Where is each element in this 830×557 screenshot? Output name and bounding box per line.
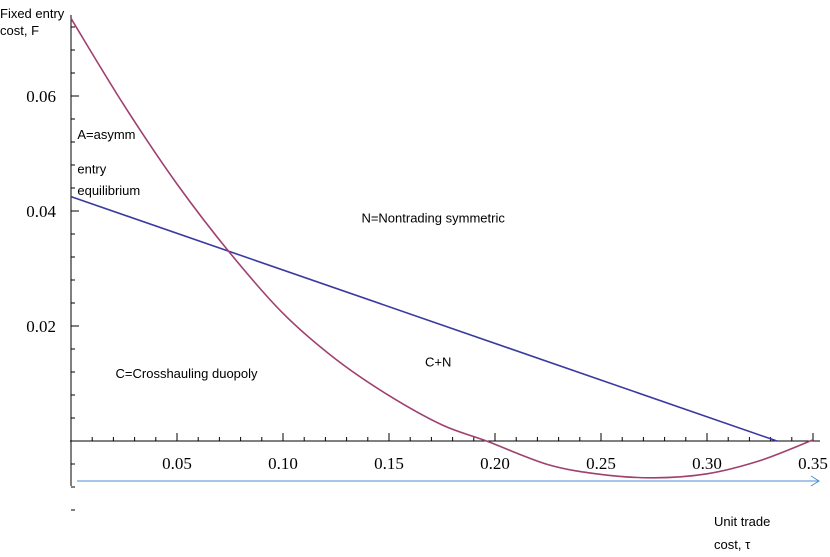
- series-curve: [70, 17, 814, 479]
- region-labels: A=asymm entry equilibrium N=Nontrading symm…: [77, 127, 505, 381]
- x-tick-label: 0.25: [586, 454, 616, 473]
- region-label: C=Crosshauling duopoly: [116, 366, 259, 381]
- region-label: N=Nontrading symmetric: [361, 211, 505, 226]
- region-label: equilibrium: [77, 183, 140, 198]
- y-tick-label: 0.06: [26, 87, 56, 106]
- tau-arrow-head: [810, 475, 820, 487]
- y-tick-label: 0.02: [26, 317, 56, 336]
- x-axis-ticks: 0.05 0.10 0.15 0.20 0.25 0.30 0.35: [91, 433, 828, 473]
- x-axis-label-line-1: Unit trade: [714, 514, 770, 529]
- tau-arrow: [77, 475, 820, 487]
- region-label: entry: [77, 162, 106, 177]
- y-tick-label: 0.04: [26, 202, 56, 221]
- y-axis-label-line-2: cost, F: [0, 23, 39, 38]
- y-axis: 0.02 0.04 0.06: [26, 15, 79, 511]
- x-tick-label: 0.10: [268, 454, 298, 473]
- region-label: C+N: [425, 354, 451, 369]
- y-axis-label-line-1: Fixed entry: [0, 6, 65, 21]
- x-tick-label: 0.05: [162, 454, 192, 473]
- series-group: [70, 17, 814, 479]
- x-tick-label: 0.30: [692, 454, 722, 473]
- region-label: A=asymm: [77, 127, 135, 142]
- x-axis-label-line-2: cost, τ: [714, 537, 751, 552]
- x-tick-label: 0.20: [480, 454, 510, 473]
- series-line-straight: [70, 195, 778, 442]
- x-tick-label: 0.35: [798, 454, 828, 473]
- x-axis: 0.05 0.10 0.15 0.20 0.25 0.30 0.35: [70, 433, 828, 473]
- x-tick-label: 0.15: [374, 454, 404, 473]
- y-axis-ticks: 0.02 0.04 0.06: [26, 26, 79, 511]
